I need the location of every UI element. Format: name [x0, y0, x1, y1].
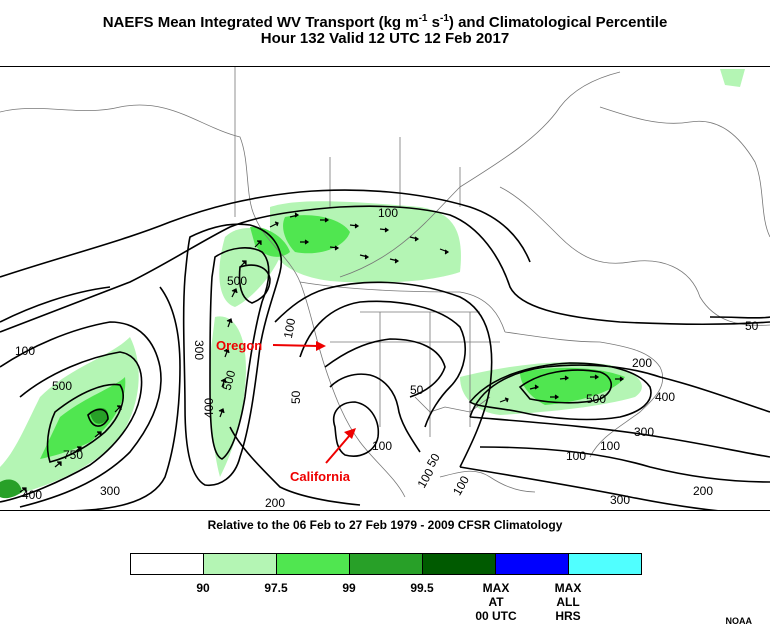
contour-label: 500 — [52, 379, 72, 393]
map-title-line2: Hour 132 Valid 12 UTC 12 Feb 2017 — [260, 30, 510, 47]
credit-label: NOAA — [725, 616, 753, 626]
colorbar-tick-max-all-hrs: MAX ALL HRS — [554, 581, 582, 623]
contour-label: 500 — [227, 274, 247, 288]
colorbar-segment — [569, 554, 641, 574]
contour-label: 300 — [100, 484, 120, 498]
colorbar-segment — [277, 554, 350, 574]
colorbar-segment — [423, 554, 496, 574]
coastlines — [0, 67, 770, 498]
ivt-vectors — [19, 212, 625, 493]
contour-label: 500 — [586, 392, 606, 406]
colorbar-segment — [131, 554, 204, 574]
annotation-arrows — [272, 341, 356, 464]
contour-label: 100 — [15, 344, 35, 358]
contour-label: 200 — [265, 496, 285, 510]
colorbar-tick-max-00utc: MAX AT 00 UTC — [475, 581, 517, 623]
climatology-note: Relative to the 06 Feb to 27 Feb 1979 - … — [207, 518, 563, 532]
percentile-colorbar — [130, 553, 642, 575]
contour-label: 50 — [424, 451, 443, 470]
contour-label: 750 — [63, 448, 83, 462]
map-title-line1: NAEFS Mean Integrated WV Transport (kg m… — [102, 13, 668, 31]
contour-label: 300 — [610, 493, 630, 507]
contour-label: 50 — [745, 319, 759, 333]
contour-labels: 100 500 500 300 400 500 100 750 400 300 … — [15, 206, 759, 510]
map-canvas: Oregon California 100 500 500 300 400 50… — [0, 67, 770, 510]
oregon-label: Oregon — [216, 338, 262, 353]
contour-label: 100 — [281, 317, 298, 339]
colorbar-segment — [350, 554, 423, 574]
colorbar-segment — [204, 554, 277, 574]
contour-label: 200 — [632, 356, 652, 370]
contour-label: 50 — [289, 390, 303, 404]
contour-label: 400 — [655, 390, 675, 404]
colorbar-tick: 97.5 — [264, 581, 288, 595]
california-label: California — [290, 469, 351, 484]
contour-label: 300 — [192, 340, 206, 360]
contour-label: 100 — [450, 473, 472, 498]
contour-label: 200 — [693, 484, 713, 498]
colorbar-segment — [496, 554, 569, 574]
colorbar-tick: 90 — [196, 581, 210, 595]
contour-label: 100 — [372, 439, 392, 453]
contour-label: 400 — [22, 488, 42, 502]
contour-label: 50 — [410, 383, 424, 397]
colorbar-tick: 99 — [342, 581, 356, 595]
contour-label: 500 — [220, 368, 239, 391]
contour-label: 100 — [566, 449, 586, 463]
contour-label: 400 — [202, 398, 216, 418]
contour-label: 100 — [600, 439, 620, 453]
contour-label: 300 — [634, 425, 654, 439]
contour-label: 100 — [414, 466, 436, 491]
ivt-map: Oregon California 100 500 500 300 400 50… — [0, 66, 770, 511]
colorbar-tick: 99.5 — [410, 581, 434, 595]
contour-label: 100 — [378, 206, 398, 220]
